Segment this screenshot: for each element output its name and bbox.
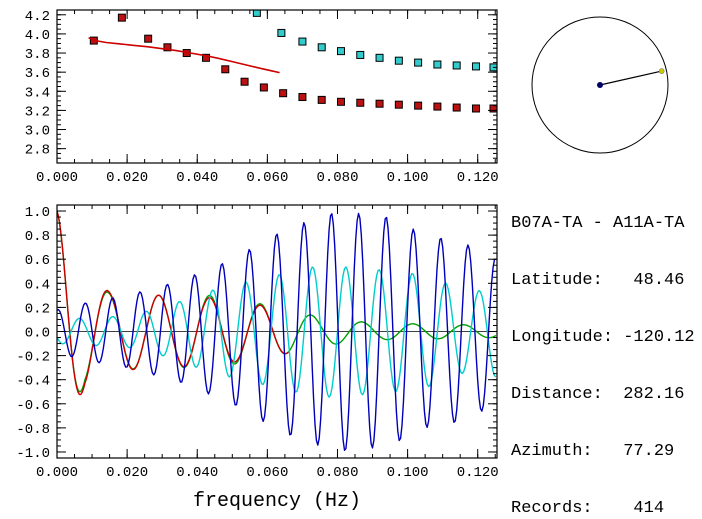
x-tick-label: 0.080 (316, 465, 358, 481)
y-tick-label: -0.6 (16, 398, 50, 414)
curve (57, 210, 497, 393)
axes-frame: 0.000 0.020 0.040 0.060 0.080 0.100 0.120 -1.0 -… (16, 204, 499, 513)
data-point-square (298, 37, 307, 46)
data-point-square (356, 50, 365, 59)
data-point-square (452, 61, 461, 70)
info-azimuth: Azimuth: 77.29 (511, 442, 675, 461)
waveform-red (57, 210, 289, 396)
data-point-square (356, 98, 365, 107)
x-tick-label: 0.120 (457, 465, 499, 481)
curve (88, 36, 280, 74)
spectra-chart: 0.000 0.020 0.040 0.060 0.080 0.100 0.120 -1.0 -… (16, 204, 499, 513)
y-tick-label: 0.6 (25, 253, 50, 269)
data-point-square (471, 104, 480, 113)
y-tick-label: 4.2 (25, 9, 50, 25)
y-tick-label: 0.8 (25, 229, 50, 245)
data-point-square (375, 99, 384, 108)
waveform-green (57, 210, 497, 393)
center-station-dot (597, 82, 603, 88)
data-point-square (433, 60, 442, 69)
info-distance: Distance: 282.16 (511, 385, 685, 404)
x-tick-label: 0.120 (457, 170, 499, 186)
picks-red-squares (89, 13, 497, 113)
x-tick-label: 0.080 (316, 170, 358, 186)
axes-frame: 0.000 0.020 0.040 0.060 0.080 0.100 0.120 2.8 3.… (25, 9, 499, 186)
dispersion-chart: 0.000 0.020 0.040 0.060 0.080 0.100 0.120 2.8 3.… (25, 9, 499, 186)
data-point-square (298, 93, 307, 102)
y-tick-label: -0.2 (16, 350, 50, 366)
azimuth-circle (531, 16, 669, 154)
curve (57, 212, 497, 451)
y-tick-label: 0.2 (25, 301, 50, 317)
data-point-square (163, 43, 172, 52)
data-point-square (202, 53, 211, 62)
data-point-square (433, 102, 442, 111)
data-point-square (277, 28, 286, 37)
data-point-square (336, 47, 345, 56)
data-point-square (279, 89, 288, 98)
azimuth-dial (531, 16, 669, 154)
x-tick-label: 0.100 (387, 170, 429, 186)
y-tick-label: 2.8 (25, 143, 50, 159)
azimuth-end-dot (658, 68, 665, 74)
x-axis-title: frequency (Hz) (193, 490, 361, 513)
azimuth-line (599, 70, 662, 86)
plot-frame (56, 9, 498, 164)
data-point-square (221, 65, 230, 74)
x-tick-label: 0.000 (36, 170, 78, 186)
data-point-square (336, 97, 345, 106)
data-point-square (452, 103, 461, 112)
x-tick-label: 0.060 (246, 170, 288, 186)
x-tick-label: 0.100 (387, 465, 429, 481)
data-point-square (394, 100, 403, 109)
info-longitude: Longitude: -120.12 (511, 328, 695, 347)
data-point-square (259, 83, 268, 92)
data-point-square (394, 56, 403, 65)
station-info-panel: B07A-TA - A11A-TA Latitude: 48.46 Longit… (511, 176, 701, 519)
waveform-blue (57, 212, 497, 451)
y-tick-label: 4.0 (25, 28, 50, 44)
data-point-square (117, 13, 126, 22)
waveform-cyan (57, 266, 497, 398)
data-point-square (375, 53, 384, 62)
y-tick-label: 0.0 (25, 326, 50, 342)
y-tick-label: -0.8 (16, 422, 50, 438)
data-point-square (240, 77, 249, 86)
y-tick-label: 3.4 (25, 85, 50, 101)
y-tick-label: 3.6 (25, 66, 50, 82)
data-point-square (317, 95, 326, 104)
y-tick-label: 3.8 (25, 47, 50, 63)
info-latitude: Latitude: 48.46 (511, 271, 685, 290)
x-tick-label: 0.040 (176, 170, 218, 186)
x-tick-label: 0.020 (106, 465, 148, 481)
y-tick-label: 3.0 (25, 124, 50, 140)
data-point-square (317, 43, 326, 52)
y-tick-label: 1.0 (25, 205, 50, 221)
x-tick-label: 0.060 (246, 465, 288, 481)
y-tick-label: -0.4 (16, 374, 50, 390)
data-point-square (252, 10, 261, 17)
curve (57, 266, 497, 398)
data-point-square (471, 62, 480, 71)
station-pair-title: B07A-TA - A11A-TA (511, 214, 685, 233)
x-tick-label: 0.040 (176, 465, 218, 481)
reference-curve-red (88, 36, 280, 74)
picks-cyan-squares (252, 10, 497, 72)
data-point-square (414, 101, 423, 110)
data-point-square (144, 34, 153, 43)
x-tick-label: 0.020 (106, 170, 148, 186)
y-tick-label: 0.4 (25, 277, 50, 293)
y-tick-label: 3.2 (25, 104, 50, 120)
data-point-square (414, 58, 423, 67)
y-tick-label: -1.0 (16, 446, 50, 462)
curve (57, 210, 289, 396)
info-records: Records: 414 (511, 499, 665, 518)
plot-area (88, 10, 497, 113)
plot-area (57, 210, 497, 451)
x-tick-label: 0.000 (36, 465, 78, 481)
